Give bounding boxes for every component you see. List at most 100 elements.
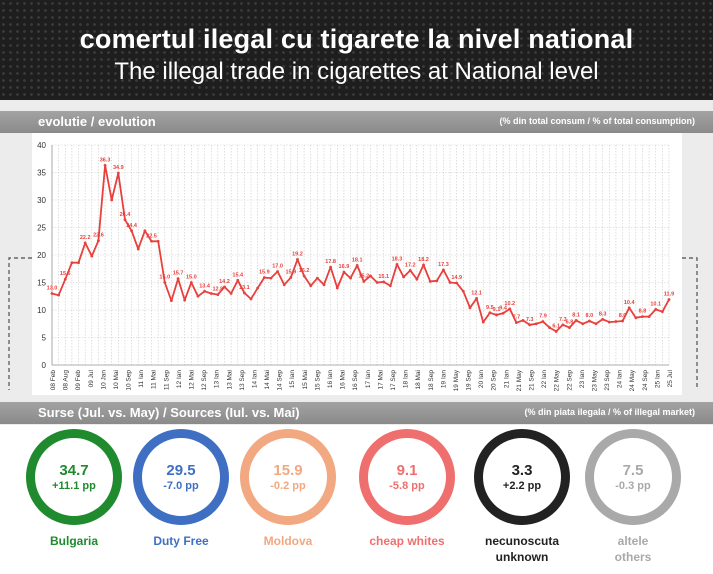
data-point	[77, 261, 80, 265]
data-label: 26.4	[120, 212, 132, 218]
x-tick-label: 23 Ian	[579, 370, 586, 388]
data-point	[461, 289, 465, 293]
data-point	[103, 163, 107, 167]
x-tick-label: 18 Ian	[403, 370, 410, 388]
data-label: 13.0	[47, 286, 58, 292]
source-change: -7.0 pp	[163, 479, 199, 492]
data-point	[156, 239, 160, 243]
x-tick-label: 18 Sep	[428, 370, 435, 391]
data-label: 22.6	[93, 233, 104, 239]
x-tick-label: 21 Sep	[528, 370, 535, 391]
data-point	[203, 289, 206, 293]
x-tick-label: 15 Sep	[314, 370, 321, 391]
x-tick-label: 22 May	[554, 369, 561, 391]
data-point	[428, 280, 432, 283]
data-point	[289, 276, 293, 279]
source-name: altele	[617, 534, 649, 548]
x-tick-label: 10 Jan	[100, 370, 107, 390]
data-point	[587, 319, 591, 323]
data-point	[229, 292, 233, 295]
header: comertul ilegal cu tigarete la nivel nat…	[0, 0, 713, 100]
x-tick-label: 22 Sep	[566, 370, 573, 391]
data-point	[515, 321, 518, 325]
source-name: necunoscuta	[484, 534, 559, 548]
x-tick-label: 25 Ian	[654, 370, 661, 388]
data-label: 8.1	[572, 312, 580, 318]
data-point	[388, 284, 392, 288]
x-tick-label: 20 Ian	[478, 370, 485, 388]
source-name: Duty Free	[153, 534, 209, 548]
data-point	[495, 313, 498, 317]
data-label: 15.9	[285, 270, 296, 276]
data-point	[481, 320, 485, 324]
x-tick-label: 13 Ian	[214, 370, 221, 388]
data-label: 10.4	[624, 300, 636, 306]
source-moldova: 15.9 -0.2 pp Moldova	[238, 429, 338, 549]
data-point	[355, 264, 359, 267]
data-point	[488, 311, 492, 315]
data-point	[223, 285, 226, 289]
data-point	[97, 239, 100, 243]
data-point	[63, 277, 67, 281]
data-point	[150, 239, 153, 243]
data-point	[309, 284, 313, 288]
x-tick-label: 12 Sep	[201, 370, 208, 391]
x-tick-label: 14 Sep	[277, 370, 284, 391]
source-name-en: others	[614, 550, 652, 564]
data-point	[402, 275, 406, 279]
data-point	[382, 280, 386, 284]
data-point	[475, 297, 479, 300]
y-tick-label: 25	[37, 224, 46, 233]
source-value: 34.7	[59, 461, 89, 479]
source-value: 9.1	[396, 461, 418, 479]
data-point	[561, 323, 565, 327]
data-label: 7.7	[513, 315, 521, 321]
source-others: 7.5 -0.3 pp altele others	[583, 429, 683, 565]
data-point	[249, 297, 253, 301]
source-change: -0.2 pp	[270, 479, 306, 492]
data-point	[329, 265, 333, 269]
series-line	[51, 164, 670, 333]
data-point	[448, 281, 452, 284]
x-tick-label: 11 Sep	[163, 370, 170, 391]
data-point	[634, 316, 638, 320]
data-label: 18.1	[352, 257, 363, 263]
x-tick-label: 24 May	[629, 369, 636, 391]
x-tick-label: 13 Sep	[239, 370, 246, 391]
data-point	[614, 320, 618, 323]
data-label: 15.4	[232, 272, 244, 278]
source-ring: 34.7 +11.1 pp	[26, 429, 122, 525]
data-point	[196, 294, 200, 298]
data-label: 17.2	[405, 262, 416, 268]
data-point	[276, 270, 279, 273]
data-label: 9.1	[493, 307, 501, 313]
data-point	[521, 319, 525, 322]
x-tick-label: 09 Feb	[75, 370, 82, 391]
data-point	[508, 307, 512, 311]
data-point	[534, 322, 538, 326]
data-point	[574, 319, 578, 322]
data-point	[601, 317, 605, 321]
x-tick-label: 19 Sep	[466, 370, 473, 391]
data-point	[176, 277, 180, 281]
data-point	[335, 286, 339, 290]
source-name: cheap whites	[369, 534, 445, 548]
data-point	[302, 274, 306, 278]
data-point	[183, 298, 187, 302]
y-tick-label: 30	[37, 196, 46, 205]
data-label: 17.3	[438, 262, 449, 268]
evolution-section-bar: evolutie / evolution (% din total consum…	[0, 111, 713, 133]
data-point	[442, 268, 445, 272]
data-label: 18.2	[418, 257, 429, 263]
data-point	[660, 310, 664, 314]
data-label: 7.3	[526, 317, 534, 323]
data-point	[607, 320, 611, 324]
data-point	[554, 330, 558, 333]
data-point	[568, 326, 571, 329]
data-point	[296, 258, 299, 261]
sources-panel: 34.7 +11.1 pp Bulgaria 29.5 -7.0 pp Duty…	[0, 425, 713, 574]
data-label: 19.2	[292, 251, 303, 257]
source-value: 15.9	[273, 461, 303, 479]
data-point	[189, 281, 193, 284]
data-point	[130, 229, 134, 233]
